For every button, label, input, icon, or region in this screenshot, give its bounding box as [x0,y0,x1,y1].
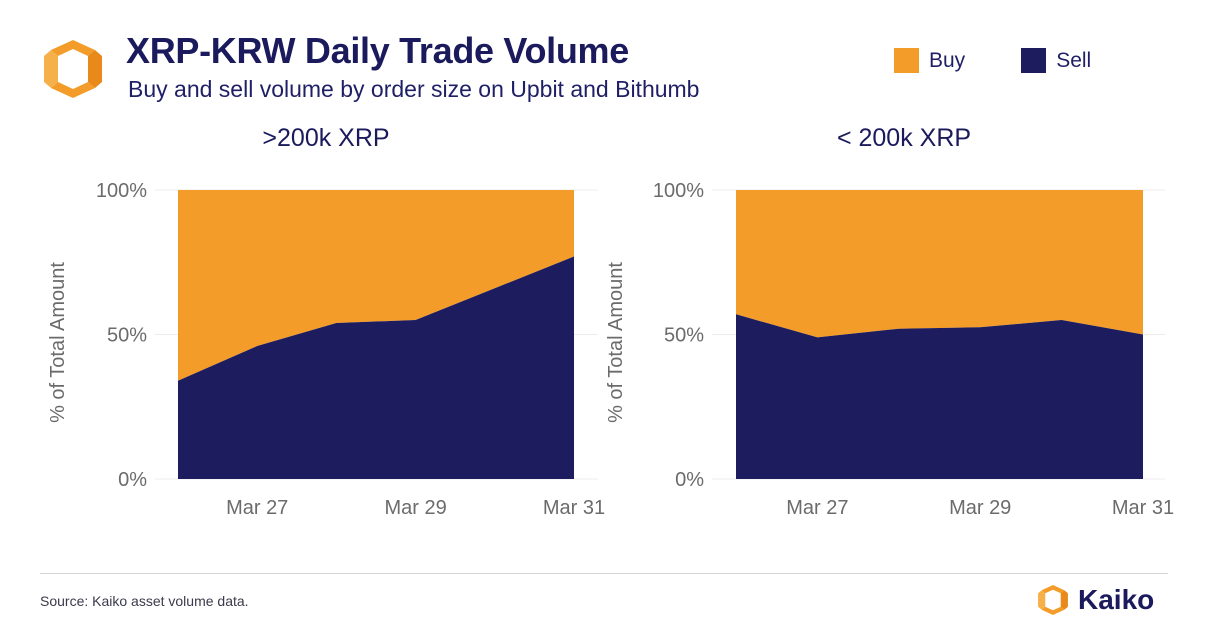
x-tick-label: Mar 27 [786,497,848,519]
legend: Buy Sell [894,48,1147,73]
legend-label-sell: Sell [1056,48,1092,72]
brand: Kaiko [1036,583,1154,617]
chart-panel-0: 0% 50% 100% Mar 27 Mar 29 Mar 31 % of Total Am… [47,180,605,519]
area-buy [736,190,1143,338]
x-tick-label: Mar 31 [543,497,605,519]
y-tick-label: 100% [653,180,704,202]
y-axis-title: % of Total Amount [47,262,69,423]
chart-title: XRP-KRW Daily Trade Volume [126,30,629,71]
chart-panel-1: 0% 50% 100% Mar 27 Mar 29 Mar 31 % of Total Am… [605,180,1174,519]
legend-label-buy: Buy [929,48,966,72]
x-tick-label: Mar 31 [1112,497,1174,519]
x-tick-label: Mar 27 [226,497,288,519]
y-tick-label: 0% [118,469,147,491]
x-tick-label: Mar 29 [949,497,1011,519]
kaiko-logo-icon [1038,585,1068,615]
y-tick-label: 0% [675,469,704,491]
panel-title-large-orders: >200k XRP [262,124,390,152]
legend-swatch-sell [1021,48,1047,73]
y-axis-title: % of Total Amount [605,262,627,423]
legend-swatch-buy [894,48,919,73]
y-tick-label: 50% [664,325,704,347]
kaiko-logo-icon [44,40,102,98]
area-sell [178,256,574,479]
area-buy [178,190,574,381]
source-note: Source: Kaiko asset volume data. [40,593,249,609]
x-tick-label: Mar 29 [384,497,446,519]
brand-name: Kaiko [1078,584,1155,615]
legend-item-sell: Sell [1021,48,1091,73]
area-sell [736,314,1143,479]
panel-title-small-orders: < 200k XRP [836,124,972,152]
y-tick-label: 100% [96,180,147,202]
legend-item-buy: Buy [894,48,965,73]
y-tick-label: 50% [107,325,147,347]
chart-subtitle: Buy and sell volume by order size on Upb… [128,76,700,102]
footer-divider [40,573,1168,574]
